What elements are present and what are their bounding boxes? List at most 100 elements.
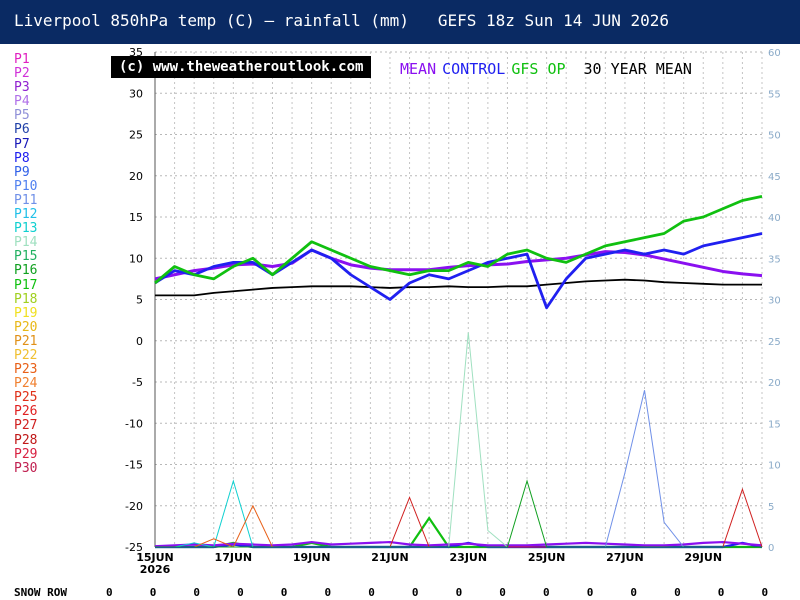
series-legend-item: MEAN [400,60,437,78]
x-tick-label: 27JUN [606,551,644,564]
rainfall-line [154,540,763,548]
rainfall-line [155,479,762,548]
x-tick-label: 17JUN [215,551,253,564]
member-legend-item: P9 [14,164,30,180]
member-legend-item: P21 [14,333,38,349]
y-tick-label: -20 [125,500,143,513]
y2-tick-label: 10 [768,461,781,472]
snow-row-value: 0 [630,586,638,599]
chart-title: Liverpool 850hPa temp (C) — rainfall (mm… [14,11,670,30]
snow-row-value: 0 [455,586,463,599]
y2-tick-label: 40 [768,213,781,224]
snow-row-value: 0 [324,586,332,599]
member-legend-item: P15 [14,249,38,265]
snow-row-value: 0 [586,586,594,599]
snow-row-value: 0 [280,586,288,599]
series-legend-item: GFS OP [511,60,566,78]
member-legend-item: P4 [14,94,30,110]
rainfall-line [155,487,763,548]
member-legend-item: P22 [14,347,38,363]
series-legend-item: CONTROL [442,60,506,78]
member-legend-item: P29 [14,446,38,462]
snow-row-value: 0 [717,586,725,599]
member-legend-item: P2 [14,66,30,82]
y-tick-label: 15 [129,211,143,224]
member-legend-item: P6 [14,122,30,138]
member-legend-item: P30 [14,460,38,476]
member-legend-item: P18 [14,291,38,307]
y-tick-label: -25 [125,541,143,554]
rainfall-line [155,332,762,548]
snow-row-value: 0 [543,586,550,599]
snow-row-value: 0 [149,586,157,599]
temperature-line [154,232,763,310]
member-legend-item: P7 [14,136,30,152]
y-tick-label: 25 [129,129,143,142]
temperature-line [154,195,763,285]
y2-tick-label: 25 [768,337,781,348]
member-legend-item: P20 [14,319,38,335]
y-tick-label: 10 [129,252,143,265]
member-legend-item: P8 [14,150,30,166]
member-legend-item: P1 [14,52,30,67]
member-legend-item: P3 [14,80,30,96]
rainfall-line [155,479,762,548]
title-bar: Liverpool 850hPa temp (C) — rainfall (mm… [0,0,800,44]
member-legend-item: P24 [14,376,38,392]
member-legend-item: P10 [14,178,38,194]
y2-tick-label: 15 [768,419,781,430]
snow-row: SNOW ROW 0 0 0 0 0 0 0 0 0 0 0 0 0 0 0 0 [14,586,768,599]
member-legend: P1 P2 P3 P4 P5 P6 P7 P8 P9 P10 P11 P12 P13 P14 P15 P16 P… [14,52,38,476]
y-tick-label: 35 [129,46,143,59]
member-legend-item: P16 [14,263,38,279]
x-tick-label: 29JUN [684,551,722,564]
x-tick-label: 25JUN [528,551,566,564]
snow-row-value: 0 [761,586,769,599]
y-tick-label: -15 [125,459,143,472]
member-legend-item: P13 [14,221,38,237]
member-legend-item: P25 [14,390,38,406]
y2-tick-label: 30 [768,296,781,307]
y2-tick-label: 0 [768,543,774,554]
member-legend-item: P12 [14,207,38,223]
rainfall-line [155,504,762,548]
y-tick-label: 20 [129,170,143,183]
member-legend-item: P14 [14,235,38,251]
member-legend-item: P23 [14,362,38,378]
y-tick-label: 30 [129,87,143,100]
x-tick-label: 21JUN [371,551,409,564]
y-tick-label: 0 [136,335,143,348]
member-legend-item: P27 [14,418,38,434]
member-legend-item: P11 [14,192,38,208]
x-tick-label: 19JUN [293,551,331,564]
y-tick-label: 5 [136,294,143,307]
series-legend: MEAN CONTROL GFS OP 30 YEAR MEAN [400,60,698,78]
member-legend-item: P19 [14,305,38,321]
y2-tick-label: 45 [768,172,781,183]
member-legend-item: P5 [14,108,30,124]
snow-row-label: SNOW ROW [14,586,67,599]
y2-tick-label: 60 [768,48,781,59]
snow-row-value: 0 [193,586,201,599]
y2-tick-label: 5 [768,502,774,513]
y2-tick-label: 35 [768,254,781,265]
temperature-line [155,278,762,297]
y-tick-label: -5 [132,376,143,389]
member-legend-item: P26 [14,404,38,420]
y2-tick-label: 20 [768,378,781,389]
copyright-label: (c) www.theweatheroutlook.com [111,56,372,78]
y-tick-label: -10 [125,417,143,430]
snow-row-value: 0 [674,586,681,599]
member-legend-item: P28 [14,432,38,448]
snow-row-value: 0 [499,586,506,599]
snow-row-value: 0 [368,586,375,599]
y2-tick-label: 50 [768,131,781,142]
series-legend-item: 30 YEAR MEAN [583,60,692,78]
y2-tick-label: 55 [768,89,781,100]
member-legend-item: P17 [14,277,38,293]
x-tick-label: 23JUN [450,551,488,564]
snow-row-value: 0 [106,586,113,599]
snow-row-value: 0 [411,586,419,599]
x-tick-year: 2026 [140,563,171,576]
